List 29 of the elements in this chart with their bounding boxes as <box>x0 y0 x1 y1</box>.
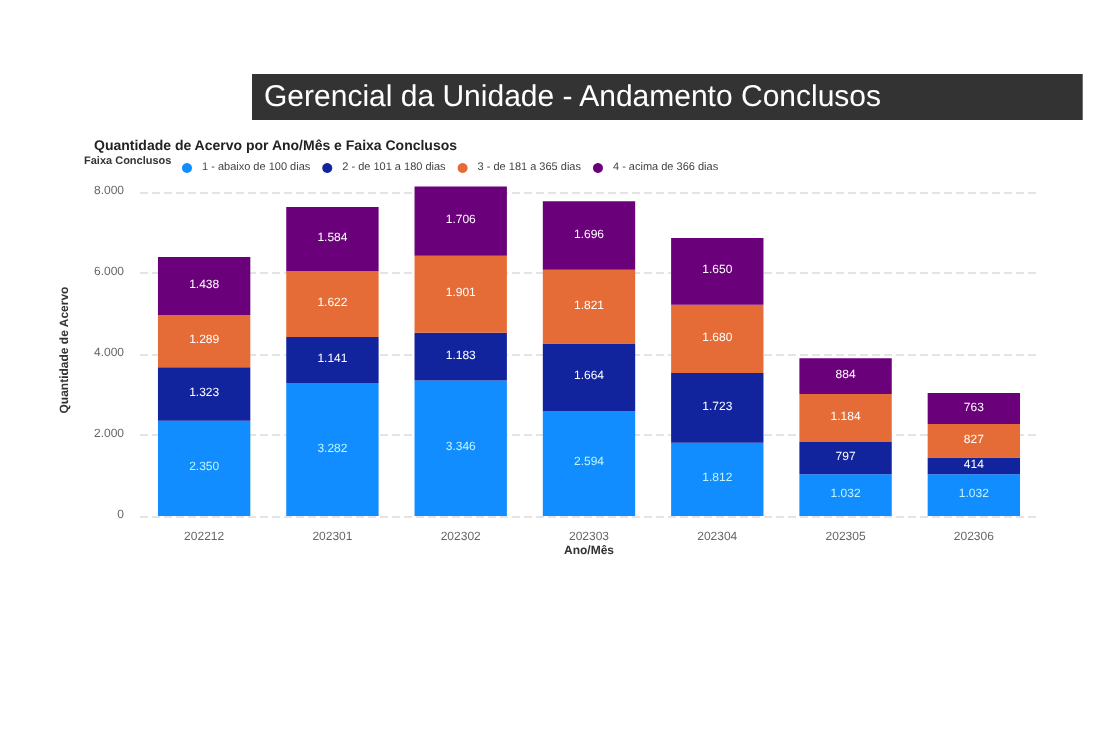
bar <box>542 410 636 516</box>
bar <box>414 332 507 381</box>
bar <box>671 304 764 373</box>
bar <box>286 336 379 384</box>
bar <box>542 201 636 270</box>
bar <box>414 255 507 333</box>
bar <box>927 393 1021 424</box>
bar <box>286 271 379 337</box>
chart-title: Gerencial da Unidade - Andamento Conclusos <box>264 80 882 114</box>
bar <box>414 186 507 256</box>
bar <box>157 367 251 421</box>
bar <box>157 420 251 516</box>
bar <box>286 207 379 272</box>
bar <box>414 380 507 516</box>
bar <box>927 457 1021 475</box>
bar <box>927 423 1021 458</box>
bar <box>286 383 379 516</box>
bar <box>157 256 251 316</box>
bar <box>927 474 1021 516</box>
bar <box>542 269 636 344</box>
bar <box>799 358 892 395</box>
bar <box>799 394 892 442</box>
bar <box>671 238 764 305</box>
bar <box>671 372 764 443</box>
bar <box>799 474 892 516</box>
bar <box>799 441 892 475</box>
bar <box>671 442 764 516</box>
bar <box>157 315 251 368</box>
bar <box>542 343 636 411</box>
